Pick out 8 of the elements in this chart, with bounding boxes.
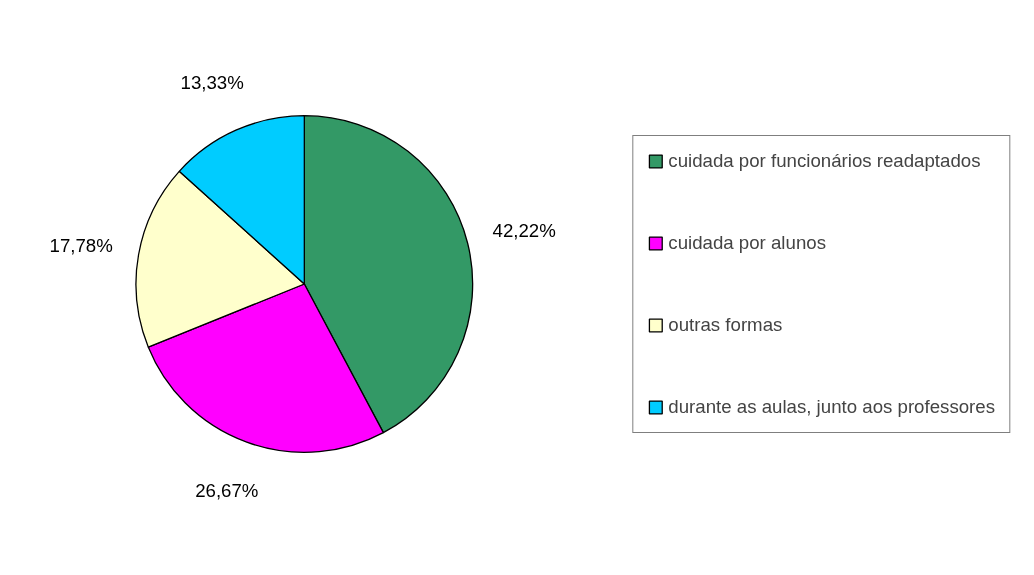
legend-label: outras formas	[668, 313, 783, 336]
data-label: 26,67%	[195, 480, 259, 502]
legend-label: durante as aulas, junto aos professores	[668, 395, 995, 418]
legend-label: cuidada por funcionários readaptados	[668, 149, 981, 172]
data-label: 17,78%	[49, 235, 113, 257]
data-label: 13,33%	[180, 72, 244, 94]
data-label: 42,22%	[492, 220, 556, 242]
legend-label: cuidada por alunos	[668, 231, 826, 254]
